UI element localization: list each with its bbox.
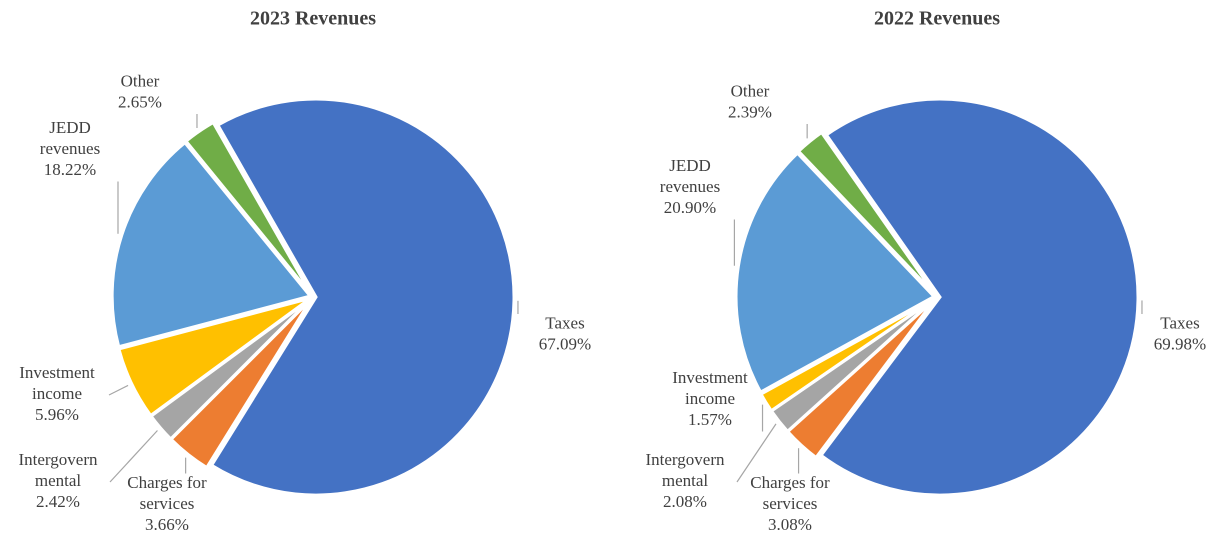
category-line: Intergovern	[19, 450, 98, 469]
category-label: Investment income	[19, 363, 95, 403]
pie-slice	[209, 97, 516, 497]
pie-slice	[734, 151, 937, 395]
pie-slice	[110, 140, 313, 349]
category-line: Investment	[672, 368, 748, 387]
data-label: Taxes 67.09%	[539, 313, 591, 353]
category-line: revenues	[660, 177, 720, 196]
value-label: 3.66%	[145, 515, 189, 534]
category-label: Intergovern mental	[19, 450, 98, 490]
category-line: JEDD	[669, 156, 711, 175]
data-label: JEDD revenues 18.22%	[40, 118, 100, 179]
value-label: 2.08%	[663, 492, 707, 511]
category-line: income	[685, 389, 735, 408]
category-line: income	[32, 384, 82, 403]
category-label: JEDD revenues	[660, 156, 720, 196]
category-line: Investment	[19, 363, 95, 382]
leader-line	[108, 384, 129, 396]
data-label: Charges for services 3.66%	[127, 473, 207, 534]
category-line: revenues	[40, 139, 100, 158]
data-label: Investment income 5.96%	[19, 363, 95, 424]
category-line: JEDD	[49, 118, 91, 137]
category-line: services	[140, 494, 195, 513]
data-label: Intergovern mental 2.08%	[646, 450, 725, 511]
pie-slice	[818, 97, 1140, 497]
data-label: Intergovern mental 2.42%	[19, 450, 98, 511]
pie-slice	[796, 130, 937, 296]
category-label: Other	[731, 81, 770, 100]
category-label: Taxes	[545, 313, 584, 332]
category-line: Intergovern	[646, 450, 725, 469]
value-label: 2.42%	[36, 492, 80, 511]
category-label: Charges for services	[750, 473, 830, 513]
value-label: 69.98%	[1154, 334, 1206, 353]
data-label: Taxes 69.98%	[1154, 313, 1206, 353]
pie-slice	[183, 120, 313, 296]
pie-slice	[758, 297, 936, 413]
value-label: 2.65%	[118, 92, 162, 111]
category-label: Intergovern mental	[646, 450, 725, 490]
category-label: Charges for services	[127, 473, 207, 513]
chart-title: 2022 Revenues	[874, 8, 1000, 30]
chart-title: 2023 Revenues	[250, 8, 376, 30]
pie-slice	[117, 296, 312, 418]
leader-line	[109, 430, 158, 483]
category-label: Taxes	[1160, 313, 1199, 332]
data-label: Charges for services 3.08%	[750, 473, 830, 534]
value-label: 2.39%	[728, 102, 772, 121]
category-line: Charges for	[750, 473, 830, 492]
leader-line	[736, 423, 777, 483]
category-line: services	[763, 494, 818, 513]
value-label: 67.09%	[539, 334, 591, 353]
value-label: 3.08%	[768, 515, 812, 534]
category-label: JEDD revenues	[40, 118, 100, 158]
category-line: Charges for	[127, 473, 207, 492]
data-label: Other 2.65%	[118, 71, 162, 111]
data-label: Other 2.39%	[728, 81, 772, 121]
value-label: 18.22%	[44, 160, 96, 179]
data-label: JEDD revenues 20.90%	[660, 156, 720, 217]
category-label: Other	[121, 71, 160, 90]
data-label: Investment income 1.57%	[672, 368, 748, 429]
value-label: 20.90%	[664, 198, 716, 217]
category-line: mental	[35, 471, 82, 490]
value-label: 5.96%	[35, 405, 79, 424]
category-label: Investment income	[672, 368, 748, 408]
value-label: 1.57%	[688, 410, 732, 429]
category-line: mental	[662, 471, 709, 490]
